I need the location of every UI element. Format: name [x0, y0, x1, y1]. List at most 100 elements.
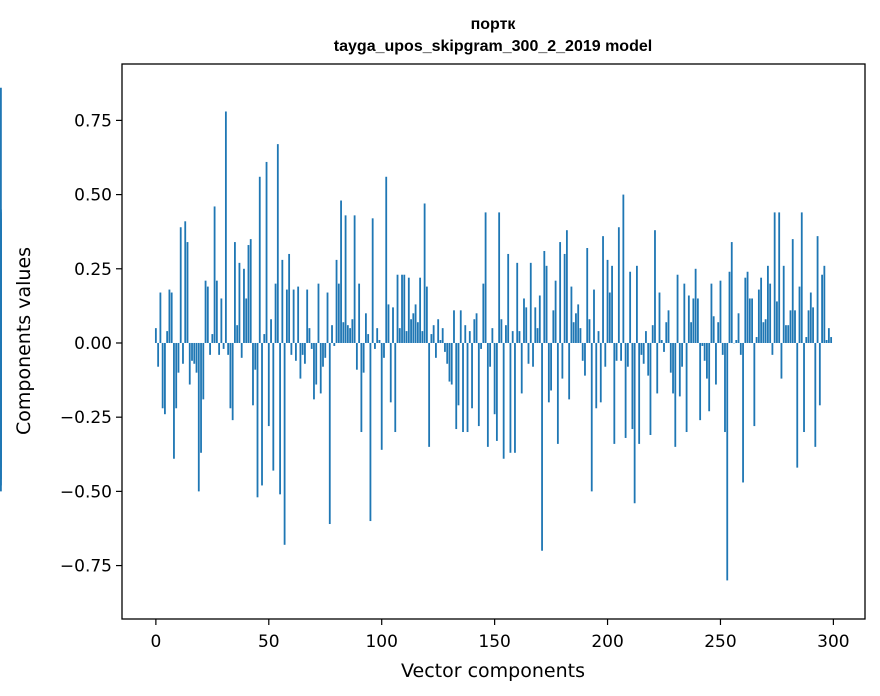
bar: [692, 298, 695, 343]
bar: [710, 283, 713, 343]
bar: [254, 342, 257, 370]
bar: [581, 342, 584, 361]
bar: [757, 289, 760, 343]
bar: [0, 342, 2, 379]
bar: [651, 325, 654, 343]
chart-subtitle: tayga_upos_skipgram_300_2_2019 model: [334, 38, 652, 55]
bar: [202, 342, 205, 400]
bar: [220, 298, 223, 343]
bar: [794, 310, 796, 343]
bar: [432, 325, 435, 343]
bar: [444, 342, 446, 352]
y-tick-label: 0.25: [74, 260, 112, 280]
bar: [620, 342, 622, 361]
bar: [371, 218, 374, 343]
bar: [525, 307, 528, 343]
bar: [462, 342, 464, 433]
bar: [696, 298, 699, 343]
bar: [665, 322, 668, 343]
bar: [471, 342, 473, 409]
bar: [365, 313, 367, 343]
bar: [387, 304, 390, 343]
bar: [534, 307, 537, 343]
bar: [229, 342, 232, 409]
bar: [247, 245, 250, 343]
bar: [746, 271, 749, 343]
bar: [261, 342, 263, 486]
bar: [672, 342, 674, 394]
bar: [468, 331, 471, 343]
bar: [439, 340, 442, 343]
bar: [308, 328, 311, 343]
bar: [676, 274, 679, 343]
bar: [294, 342, 297, 361]
bar: [346, 325, 349, 343]
bar: [498, 212, 501, 343]
bar-series: [0, 87, 833, 581]
x-axis-label: Vector components: [401, 660, 585, 682]
bar: [751, 298, 753, 343]
bar: [428, 342, 431, 447]
bar: [218, 342, 221, 355]
bar: [419, 277, 422, 343]
bar: [708, 342, 711, 412]
bar: [179, 227, 182, 343]
bar: [579, 328, 582, 343]
bar: [215, 280, 218, 343]
bar: [805, 337, 808, 343]
y-tick-label: 0.00: [74, 334, 112, 354]
bar: [378, 340, 381, 343]
bar: [405, 331, 408, 343]
bar: [0, 230, 2, 343]
bar: [450, 342, 453, 385]
bar: [604, 342, 607, 367]
y-tick-label: −0.75: [60, 557, 112, 577]
bar: [520, 342, 523, 394]
bar: [597, 331, 600, 343]
bar: [267, 342, 270, 427]
bar: [234, 242, 236, 343]
bar: [493, 342, 496, 415]
bar: [518, 331, 521, 343]
bar: [789, 310, 792, 343]
bar: [315, 342, 318, 385]
bar: [507, 253, 510, 343]
bar: [633, 342, 636, 504]
bar: [227, 342, 230, 355]
bar: [624, 342, 627, 438]
bar: [816, 236, 819, 343]
bar: [543, 250, 546, 343]
bar: [782, 265, 785, 343]
bar: [480, 342, 482, 349]
bar: [344, 215, 347, 343]
bar: [279, 342, 281, 495]
bar: [678, 342, 681, 397]
bar: [209, 342, 211, 355]
bar: [177, 342, 180, 373]
bar: [538, 295, 541, 343]
bar: [527, 342, 530, 364]
bar: [376, 328, 379, 343]
bar: [448, 342, 451, 382]
bar: [724, 342, 726, 433]
bar: [742, 342, 744, 483]
bar: [694, 268, 697, 343]
bar: [760, 277, 763, 343]
bar: [755, 337, 758, 343]
bar: [629, 271, 632, 343]
bar: [430, 334, 433, 343]
bar: [263, 334, 266, 343]
y-axis: −0.75 −0.50 −0.25 0.00 0.25 0.50 0.75: [60, 111, 122, 577]
bar: [396, 274, 399, 343]
bar: [285, 289, 288, 343]
y-tick-label: −0.25: [60, 408, 112, 428]
y-axis-label: Components values: [13, 247, 35, 435]
bar: [791, 239, 794, 343]
bar: [683, 283, 686, 343]
bar: [590, 342, 593, 492]
bar: [685, 342, 688, 433]
bar: [283, 342, 286, 545]
bar: [764, 319, 767, 343]
bar: [821, 274, 823, 343]
bar: [464, 325, 467, 343]
